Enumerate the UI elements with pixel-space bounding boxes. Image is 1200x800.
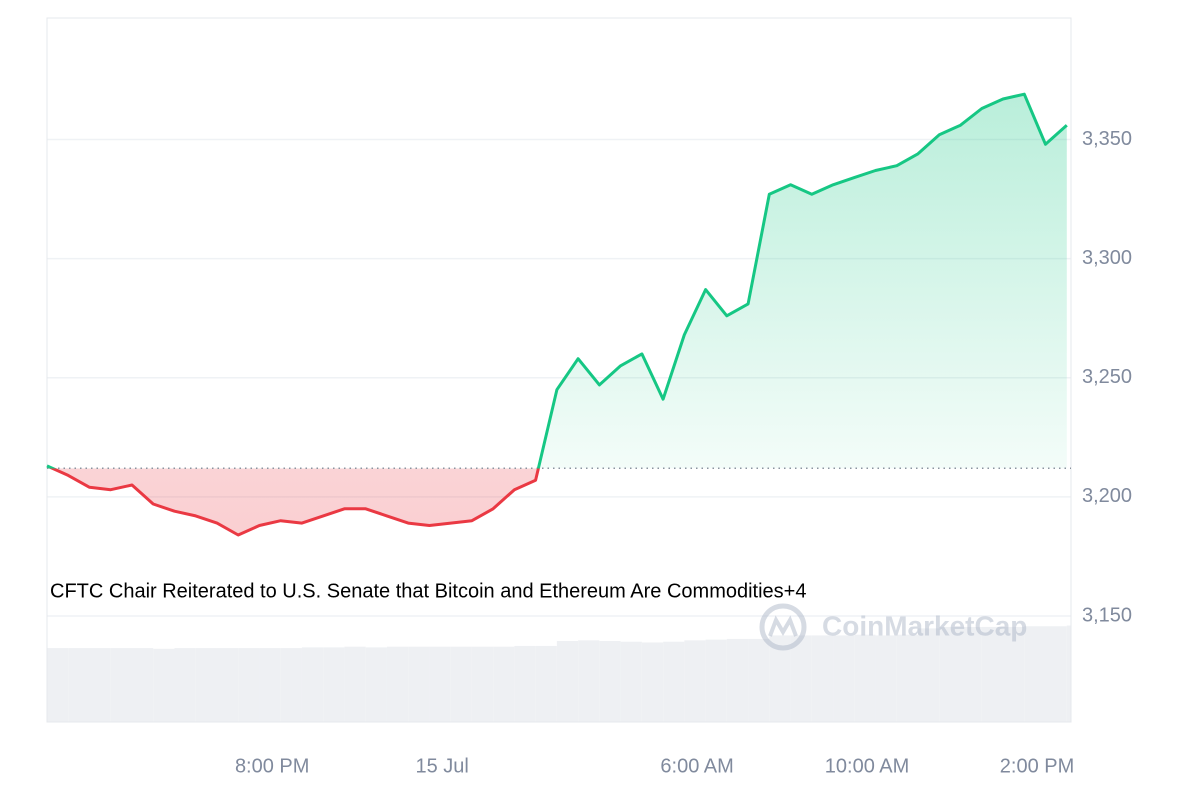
volume-bar bbox=[301, 647, 324, 722]
volume-bars bbox=[47, 625, 1071, 722]
volume-bar bbox=[854, 634, 876, 722]
volume-bar bbox=[89, 648, 111, 722]
y-tick-label: 3,250 bbox=[1082, 366, 1132, 388]
volume-bar bbox=[811, 635, 834, 722]
volume-bar bbox=[429, 646, 451, 722]
volume-bar bbox=[386, 646, 409, 722]
x-tick-label: 2:00 PM bbox=[1000, 755, 1074, 777]
volume-bar bbox=[259, 648, 281, 722]
volume-bar bbox=[578, 640, 600, 722]
volume-bar bbox=[918, 628, 940, 722]
volume-bar bbox=[1066, 625, 1071, 722]
y-tick-label: 3,300 bbox=[1082, 247, 1132, 269]
annotation: CFTC Chair Reiterated to U.S. Senate tha… bbox=[50, 580, 806, 602]
volume-bar bbox=[344, 646, 366, 722]
x-tick-label: 6:00 AM bbox=[660, 755, 733, 777]
volume-bar bbox=[68, 648, 90, 722]
volume-bar bbox=[1024, 626, 1046, 722]
plot bbox=[46, 92, 1071, 537]
price-line bbox=[46, 92, 1068, 537]
plot-frame bbox=[46, 17, 1072, 723]
volume-bar bbox=[238, 648, 260, 722]
volume-bar bbox=[939, 626, 961, 722]
volume-bar bbox=[790, 635, 812, 722]
watermark: CoinMarketCap bbox=[759, 603, 1027, 651]
x-tick-label: 10:00 AM bbox=[825, 755, 910, 777]
volume-bar bbox=[684, 640, 706, 722]
volume-bar bbox=[47, 648, 69, 722]
x-tick-label: 8:00 PM bbox=[235, 755, 309, 777]
volume-bar bbox=[195, 648, 217, 722]
volume-bar bbox=[981, 626, 1004, 722]
volume-bar bbox=[726, 638, 749, 722]
y-tick-label: 3,200 bbox=[1082, 485, 1132, 507]
volume-bar bbox=[450, 646, 472, 722]
volume-bar bbox=[174, 648, 196, 722]
volume-bar bbox=[960, 626, 982, 722]
volume-bar bbox=[535, 645, 557, 722]
volume-bar bbox=[153, 648, 175, 722]
volume-bar bbox=[280, 648, 302, 722]
volume-bar bbox=[471, 646, 494, 722]
watermark-text: CoinMarketCap bbox=[822, 610, 1027, 641]
volume-bar bbox=[323, 647, 345, 722]
volume-bar bbox=[514, 645, 536, 722]
volume-bar bbox=[131, 648, 154, 722]
volume-bar bbox=[833, 635, 855, 722]
x-tick-label: 15 Jul bbox=[415, 755, 468, 777]
volume-bar bbox=[216, 648, 239, 722]
volume-bar bbox=[705, 639, 727, 722]
volume-bar bbox=[408, 646, 430, 722]
price-area bbox=[47, 94, 1067, 535]
volume-bar bbox=[1003, 626, 1025, 722]
volume-bar bbox=[748, 638, 770, 722]
volume-bar bbox=[493, 646, 515, 722]
y-tick-label: 3,350 bbox=[1082, 128, 1132, 150]
volume-bar bbox=[769, 635, 791, 722]
volume-bar bbox=[875, 635, 897, 722]
volume-bar bbox=[556, 641, 579, 722]
volume-bar bbox=[620, 641, 642, 722]
volume-bar bbox=[599, 641, 621, 722]
volume-bar bbox=[641, 642, 664, 722]
volume-bar bbox=[896, 634, 919, 722]
y-tick-label: 3,150 bbox=[1082, 604, 1132, 626]
volume-bar bbox=[1045, 626, 1067, 722]
watermark-logo-mark bbox=[768, 615, 798, 637]
watermark-logo bbox=[759, 603, 807, 651]
volume-bar bbox=[110, 648, 132, 722]
volume-bar bbox=[365, 647, 387, 722]
volume-bar bbox=[663, 641, 685, 722]
